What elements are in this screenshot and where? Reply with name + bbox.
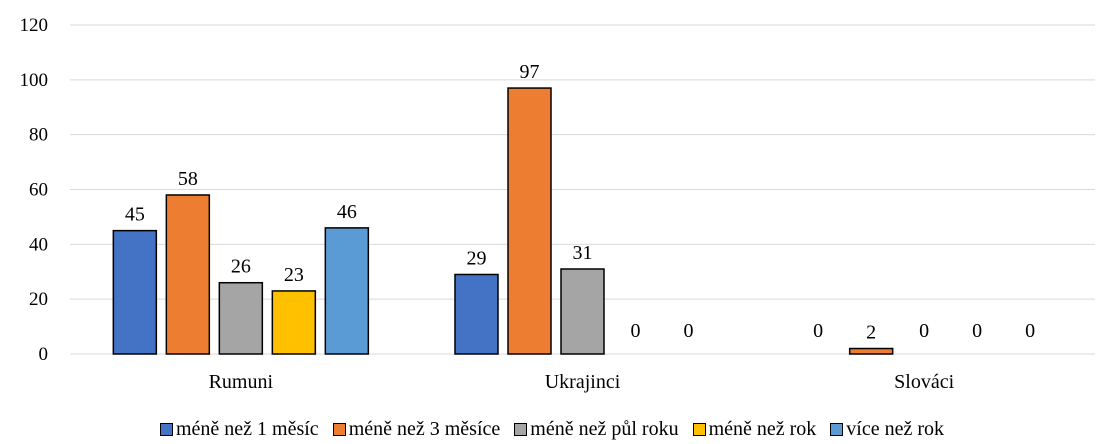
- category-label: Rumuni: [209, 371, 274, 393]
- category-label: Ukrajinci: [545, 371, 621, 393]
- y-tick-label: 60: [29, 180, 48, 201]
- legend-swatch: [332, 423, 346, 436]
- legend: méně než 1 měsíc méně než 3 měsíce méně ne…: [0, 418, 1104, 441]
- legend-swatch: [692, 423, 706, 436]
- y-tick-label: 120: [20, 15, 49, 36]
- data-label: 0: [684, 320, 694, 342]
- data-label: 58: [178, 168, 198, 190]
- data-label: 23: [284, 264, 304, 286]
- legend-item: méně než rok: [692, 418, 817, 441]
- data-labels: 45 58 26 23 46 29 97 31 0 0 0 2 0 0 0: [125, 61, 1035, 343]
- data-label: 46: [337, 201, 357, 223]
- y-tick-label: 0: [39, 344, 49, 365]
- bar: [165, 194, 211, 355]
- bar: [112, 229, 158, 355]
- data-label: 26: [231, 256, 251, 278]
- legend-label: méně než půl roku: [530, 418, 679, 440]
- bar: [271, 290, 317, 355]
- data-label: 0: [631, 320, 641, 342]
- legend-swatch: [159, 423, 173, 436]
- legend-label: méně než 1 měsíc: [175, 418, 319, 440]
- data-label: 29: [467, 247, 487, 269]
- legend-swatch: [514, 423, 528, 436]
- legend-swatch: [830, 423, 844, 436]
- data-label: 0: [1025, 320, 1035, 342]
- y-tick-label: 20: [29, 289, 48, 310]
- y-axis-ticks: 0 20 40 60 80 100 120: [20, 15, 49, 365]
- legend-item: méně než 3 měsíce: [332, 418, 501, 441]
- bar: [218, 281, 264, 355]
- data-label: 0: [813, 320, 823, 342]
- bar: [454, 273, 499, 355]
- legend-label: více než rok: [846, 418, 945, 440]
- bar: [848, 347, 894, 355]
- y-tick-label: 40: [29, 234, 48, 255]
- category-label: Slováci: [894, 371, 954, 393]
- bar: [507, 87, 552, 355]
- legend-item: méně než 1 měsíc: [159, 418, 319, 441]
- legend-item: méně než půl roku: [514, 418, 679, 441]
- y-tick-label: 100: [20, 70, 49, 91]
- y-tick-label: 80: [29, 125, 48, 146]
- bar: [560, 268, 605, 355]
- data-label: 97: [520, 61, 540, 83]
- legend-label: méně než 3 měsíce: [348, 418, 501, 440]
- data-label: 0: [919, 320, 929, 342]
- legend-label: méně než rok: [708, 418, 817, 440]
- category-labels: Rumuni Ukrajinci Slováci: [209, 371, 955, 393]
- bars: [112, 87, 894, 355]
- data-label: 31: [573, 242, 593, 264]
- data-label: 45: [125, 204, 145, 226]
- bar: [324, 227, 370, 355]
- data-label: 2: [866, 322, 876, 344]
- data-label: 0: [972, 320, 982, 342]
- legend-item: více než rok: [830, 418, 944, 441]
